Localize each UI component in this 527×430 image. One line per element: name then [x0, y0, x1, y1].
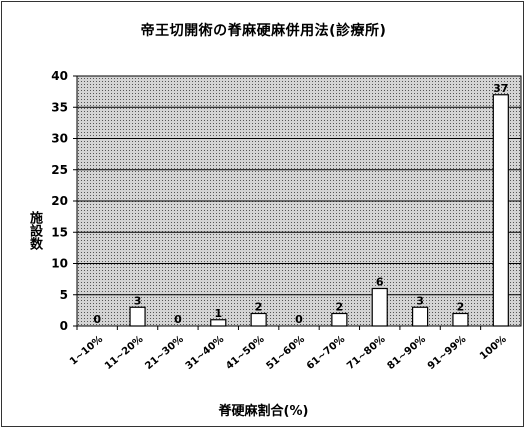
- data-label: 2: [255, 301, 263, 314]
- chart-title: 帝王切開術の脊麻硬麻併用法(診療所): [140, 23, 387, 39]
- bar: [371, 287, 388, 327]
- y-axis-label: 施設数: [27, 210, 42, 250]
- x-tick-label: 61~70%: [305, 334, 347, 372]
- x-tick-label: 91~99%: [426, 334, 468, 372]
- x-tick-label: 21~30%: [143, 334, 185, 372]
- x-tick-label: 1~10%: [68, 334, 105, 368]
- data-label: 3: [134, 294, 142, 307]
- x-tick-label: 81~90%: [386, 334, 428, 372]
- bar: [129, 306, 146, 327]
- data-label: 6: [376, 276, 384, 289]
- y-tick-label: 5: [60, 288, 68, 302]
- data-label: 2: [457, 301, 465, 314]
- data-label: 0: [295, 313, 303, 326]
- y-tick-label: 0: [60, 319, 68, 333]
- y-tick-label: 25: [51, 163, 68, 177]
- x-tick-label: 71~80%: [345, 334, 387, 372]
- x-tick-label: 100%: [478, 334, 509, 362]
- data-label: 0: [174, 313, 182, 326]
- x-tick-label: 51~60%: [264, 334, 306, 372]
- data-label: 1: [214, 307, 222, 320]
- y-tick-label: 20: [51, 194, 68, 208]
- y-tick-label: 35: [51, 100, 68, 114]
- data-label: 3: [416, 294, 424, 307]
- x-tick-label: 11~20%: [103, 334, 145, 372]
- bar: [331, 312, 348, 327]
- data-label: 37: [493, 82, 508, 95]
- bar: [411, 306, 429, 327]
- x-tick-label: 41~50%: [224, 334, 266, 372]
- bar: [210, 319, 227, 327]
- x-tick-label: 31~40%: [184, 334, 226, 372]
- data-label: 0: [93, 313, 101, 326]
- bar: [492, 94, 509, 327]
- x-axis-label: 脊硬麻割合(%): [218, 404, 309, 419]
- bar: [452, 312, 469, 327]
- data-label: 2: [336, 301, 344, 314]
- y-tick-label: 40: [51, 69, 68, 83]
- y-tick-label: 10: [51, 257, 68, 271]
- y-tick-label: 30: [51, 132, 68, 146]
- bar: [250, 312, 267, 327]
- y-tick-label: 15: [51, 225, 68, 239]
